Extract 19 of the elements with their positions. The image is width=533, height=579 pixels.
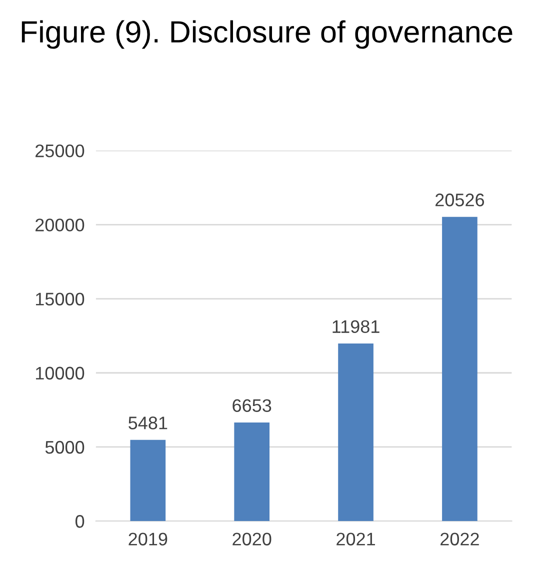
- bar: [130, 440, 166, 522]
- y-tick-label: 20000: [36, 218, 84, 232]
- data-label: 20526: [436, 194, 484, 206]
- bar: [442, 216, 478, 522]
- y-tick-label: 0: [75, 515, 84, 528]
- x-tick-label: 2019: [128, 532, 168, 546]
- data-label: 11981: [332, 320, 380, 333]
- y-tick-label: 10000: [36, 366, 84, 380]
- bar: [234, 422, 270, 522]
- x-tick-label: 2022: [440, 532, 479, 546]
- y-tick-label: 25000: [36, 144, 84, 158]
- x-tick-label: 2021: [336, 532, 375, 546]
- data-label: 5481: [128, 416, 168, 430]
- x-tick-label: 2020: [232, 532, 272, 546]
- chart-title: Figure (9). Disclosure of governance: [22, 20, 512, 49]
- y-tick-label: 15000: [36, 292, 84, 306]
- bar: [338, 344, 374, 522]
- data-label: 6653: [232, 399, 272, 412]
- y-tick-label: 5000: [45, 440, 84, 454]
